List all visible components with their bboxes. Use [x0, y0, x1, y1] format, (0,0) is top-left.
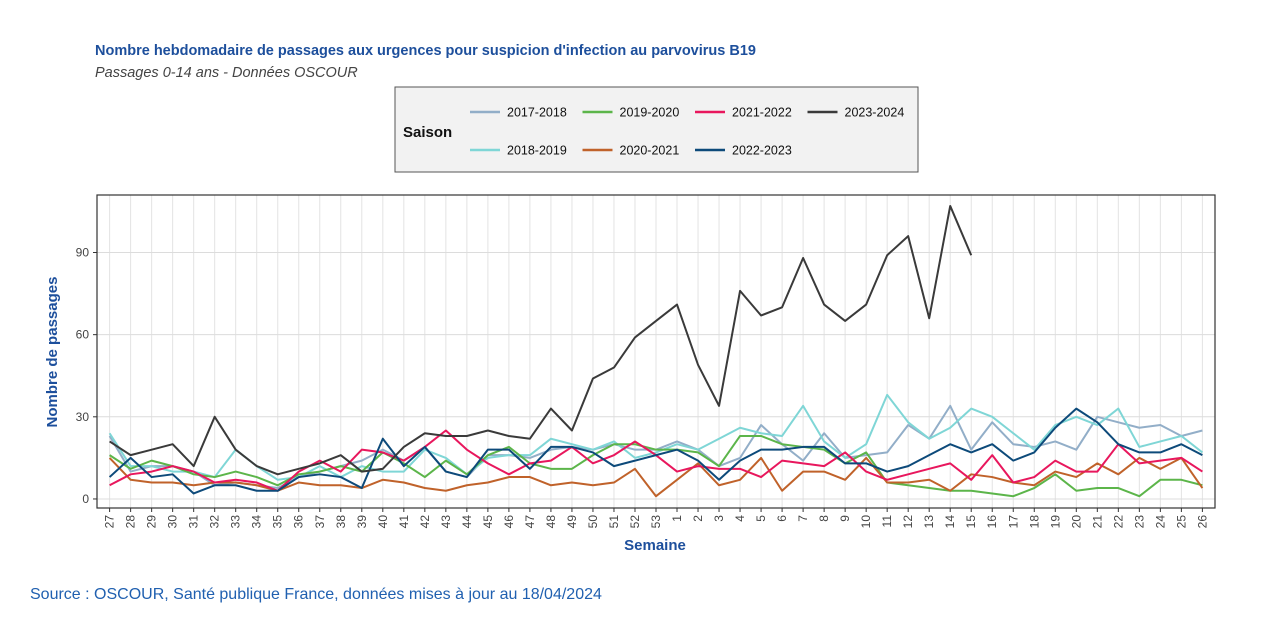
x-tick-label: 11	[880, 515, 894, 528]
x-tick-label: 26	[1195, 515, 1209, 529]
x-tick-label: 43	[439, 515, 453, 529]
x-tick-label: 40	[376, 515, 390, 529]
x-tick-label: 16	[985, 515, 999, 529]
x-tick-label: 36	[292, 515, 306, 529]
x-tick-label: 10	[859, 515, 873, 529]
x-tick-label: 7	[796, 515, 810, 522]
x-tick-label: 5	[754, 515, 768, 522]
x-tick-label: 32	[208, 515, 222, 529]
x-tick-label: 28	[124, 515, 138, 529]
x-tick-label: 53	[649, 515, 663, 529]
x-tick-label: 47	[523, 515, 537, 529]
x-tick-label: 44	[460, 515, 474, 529]
x-tick-label: 13	[922, 515, 936, 529]
x-tick-label: 50	[586, 515, 600, 529]
x-axis-title: Semaine	[624, 537, 686, 554]
x-tick-label: 24	[1153, 515, 1167, 529]
x-tick-label: 1	[670, 515, 684, 522]
x-tick-label: 51	[607, 515, 621, 529]
x-tick-label: 33	[229, 515, 243, 529]
chart-title: Nombre hebdomadaire de passages aux urge…	[95, 43, 756, 59]
legend-box	[394, 86, 919, 173]
source-note: Source : OSCOUR, Santé publique France, …	[30, 586, 602, 603]
series-line	[109, 204, 973, 476]
x-tick-label: 46	[502, 515, 516, 529]
x-tick-label: 12	[901, 515, 915, 529]
x-tick-label: 48	[544, 515, 558, 529]
x-tick-label: 49	[565, 515, 579, 529]
x-tick-label: 34	[250, 515, 264, 529]
x-tick-label: 21	[1090, 515, 1104, 529]
x-tick-label: 38	[334, 515, 348, 529]
x-tick-label: 17	[1006, 515, 1020, 529]
y-tick-label: 60	[76, 328, 90, 342]
legend-label: 2020-2021	[620, 144, 680, 158]
x-tick-label: 35	[271, 515, 285, 529]
x-tick-label: 18	[1027, 515, 1041, 529]
series-line	[108, 456, 1204, 498]
chart-subtitle: Passages 0-14 ans - Données OSCOUR	[95, 65, 358, 81]
x-tick-label: 22	[1111, 515, 1125, 529]
legend-label: 2022-2023	[732, 144, 792, 158]
x-tick-label: 9	[838, 515, 852, 522]
x-tick-label: 20	[1069, 515, 1083, 529]
x-tick-label: 19	[1048, 515, 1062, 529]
x-tick-label: 8	[817, 515, 831, 522]
x-tick-label: 14	[943, 515, 957, 529]
x-tick-label: 29	[145, 515, 159, 529]
x-tick-label: 3	[712, 515, 726, 522]
x-tick-label: 31	[187, 515, 201, 529]
x-tick-label: 30	[166, 515, 180, 529]
x-tick-label: 4	[733, 515, 747, 522]
x-tick-label: 6	[775, 515, 789, 522]
x-tick-label: 25	[1174, 515, 1188, 529]
x-tick-label: 15	[964, 515, 978, 529]
x-tick-label: 2	[691, 515, 705, 522]
y-tick-label: 30	[76, 410, 90, 424]
x-tick-label: 42	[418, 515, 432, 529]
legend-label: 2019-2020	[620, 106, 680, 120]
plot-border	[96, 194, 1216, 509]
series-line	[108, 407, 1203, 495]
y-axis-title: Nombre de passages	[44, 277, 61, 428]
legend-label: 2017-2018	[507, 106, 567, 120]
x-tick-label: 52	[628, 515, 642, 529]
x-tick-label: 45	[481, 515, 495, 529]
x-tick-label: 37	[313, 515, 327, 529]
y-tick-label: 0	[82, 492, 89, 506]
legend-label: 2018-2019	[507, 144, 567, 158]
x-tick-label: 27	[103, 515, 117, 529]
legend-label: 2021-2022	[732, 106, 792, 120]
x-tick-label: 41	[397, 515, 411, 529]
legend-title: Saison	[403, 124, 452, 141]
x-tick-label: 39	[355, 515, 369, 529]
legend-label: 2023-2024	[845, 106, 905, 120]
y-tick-label: 90	[76, 246, 90, 260]
x-tick-label: 23	[1132, 515, 1146, 529]
